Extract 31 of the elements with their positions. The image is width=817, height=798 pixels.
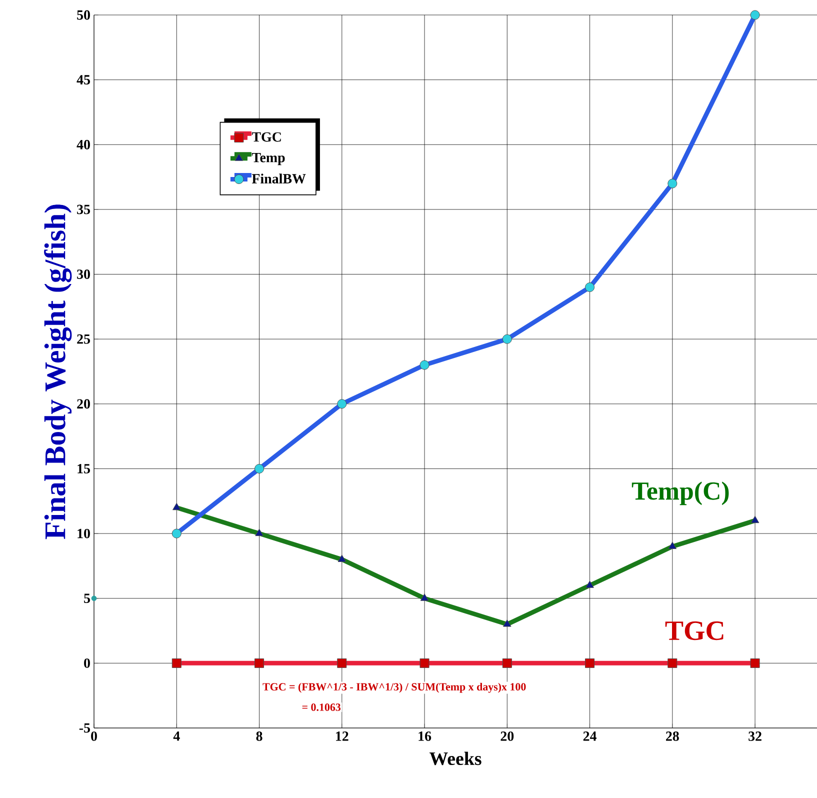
x-tick-label: 12 — [336, 732, 348, 741]
y-tick-label: 40 — [76, 140, 90, 150]
annotation: TGC — [665, 621, 724, 640]
y-tick-label: 0 — [84, 658, 90, 668]
x-tick-label: 20 — [500, 732, 514, 741]
y-tick-label: -5 — [79, 723, 90, 733]
annotation: = 0.1063 — [302, 704, 341, 711]
legend-label: FinalBW — [252, 174, 306, 184]
y-tick-label: 45 — [76, 75, 90, 84]
x-tick-label: 24 — [583, 732, 596, 741]
y-tick-label: 10 — [78, 528, 90, 538]
point — [91, 596, 97, 602]
y-tick-label: 50 — [77, 10, 90, 20]
x-tick-label: 4 — [173, 731, 180, 741]
annotation: Temp(C) — [632, 482, 729, 506]
y-tick-label: 20 — [77, 399, 90, 409]
y-axis-title: Final Body Weight (g/fish) — [44, 204, 72, 540]
x-tick-label: 0 — [91, 732, 97, 741]
x-tick-label: 16 — [418, 732, 432, 741]
x-axis-title: Weeks — [429, 752, 482, 766]
y-tick-label: 35 — [77, 204, 90, 214]
y-tick-label: 25 — [77, 334, 90, 344]
y-tick-label: 15 — [78, 464, 90, 474]
y-tick-label: 30 — [77, 270, 90, 279]
legend-label: TGC — [252, 132, 281, 142]
y-tick-label: 5 — [84, 594, 90, 603]
legend-label: Temp — [252, 153, 285, 166]
x-tick-label: 32 — [748, 732, 762, 741]
annotation: TGC = (FBW^1/3 - IBW^1/3) / SUM(Temp x days)x 100 — [262, 682, 526, 693]
x-tick-label: 8 — [256, 732, 262, 741]
x-tick-label: 28 — [666, 732, 679, 741]
